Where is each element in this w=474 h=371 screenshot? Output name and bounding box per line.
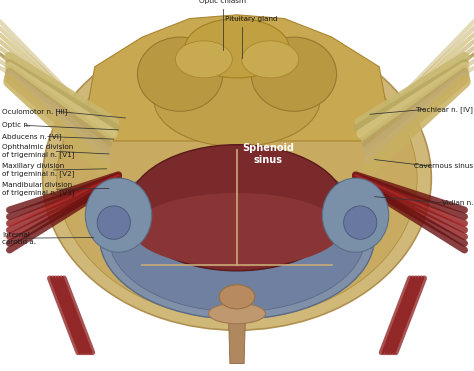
Ellipse shape [100, 156, 374, 319]
Text: Mandibular division
of trigeminal n. [V3]: Mandibular division of trigeminal n. [V3… [2, 182, 75, 196]
Ellipse shape [57, 37, 417, 319]
Ellipse shape [344, 206, 377, 239]
Ellipse shape [175, 41, 232, 78]
Text: Optic n.: Optic n. [2, 122, 30, 128]
Text: Cavernous sinus: Cavernous sinus [414, 163, 473, 169]
Text: Sphenoid
sinus: Sphenoid sinus [242, 143, 294, 165]
Ellipse shape [43, 26, 431, 330]
Ellipse shape [185, 19, 289, 78]
Ellipse shape [97, 206, 130, 239]
Ellipse shape [85, 178, 152, 252]
Text: Vidian n.: Vidian n. [442, 200, 473, 206]
Ellipse shape [133, 193, 341, 267]
Ellipse shape [154, 54, 320, 147]
Text: Maxillary division
of trigeminal n. [V2]: Maxillary division of trigeminal n. [V2] [2, 163, 75, 177]
Text: Ophthalmic division
of trigeminal n. [V1]: Ophthalmic division of trigeminal n. [V1… [2, 144, 75, 158]
Text: Internal
carotid a.: Internal carotid a. [2, 232, 36, 245]
Ellipse shape [137, 37, 223, 111]
Ellipse shape [242, 41, 299, 78]
Text: Oculomotor n. [III]: Oculomotor n. [III] [2, 108, 68, 115]
Ellipse shape [128, 145, 346, 271]
Ellipse shape [219, 285, 255, 309]
Ellipse shape [251, 37, 337, 111]
Text: Trochlear n. [IV]: Trochlear n. [IV] [416, 106, 473, 113]
Polygon shape [85, 15, 389, 141]
Polygon shape [228, 313, 246, 364]
Ellipse shape [209, 303, 265, 324]
Text: Optic chiasm: Optic chiasm [199, 0, 246, 4]
Text: Pituitary gland: Pituitary gland [225, 16, 278, 22]
Ellipse shape [322, 178, 389, 252]
Ellipse shape [109, 163, 365, 312]
Text: Abducens n. [VI]: Abducens n. [VI] [2, 133, 62, 140]
